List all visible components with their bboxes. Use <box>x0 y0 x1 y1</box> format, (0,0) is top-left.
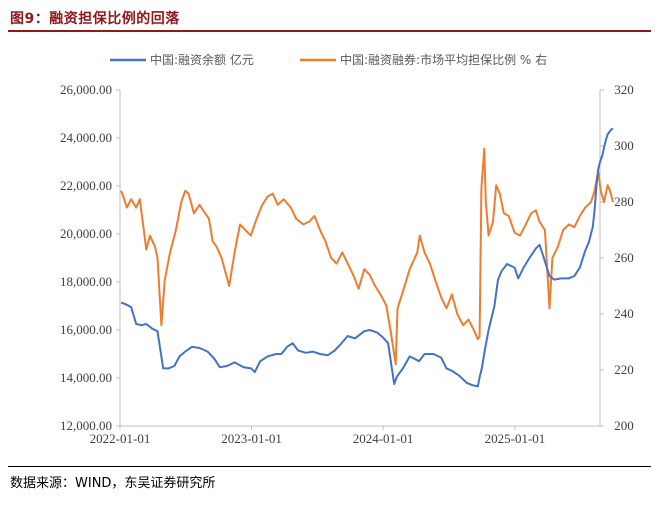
left-y-tick-label: 22,000.00 <box>60 178 112 193</box>
left-y-axis-ticks: 12,000.00 14,000.00 16,000.00 18,000.00 20,0… <box>60 82 120 433</box>
legend-label-right-series: 中国:融资融券:市场平均担保比例 % 右 <box>340 52 547 67</box>
legend-label-left-series: 中国:融资余额 亿元 <box>150 52 254 67</box>
series-layer <box>120 127 614 388</box>
x-tick-label: 2025-01-01 <box>485 431 546 446</box>
figure-title: 图9：融资担保比例的回落 <box>10 11 180 27</box>
source-divider <box>8 466 651 467</box>
left-y-tick-label: 20,000.00 <box>60 226 112 241</box>
series-line-financing-balance <box>120 127 614 388</box>
x-axis-ticks: 2022-01-01 2023-01-01 2024-01-01 2025-01-01 <box>90 426 546 446</box>
left-y-tick-label: 14,000.00 <box>60 370 112 385</box>
x-tick-label: 2023-01-01 <box>221 431 282 446</box>
right-y-tick-label: 300 <box>614 138 634 153</box>
plot-area: 12,000.00 14,000.00 16,000.00 18,000.00 20,0… <box>60 82 634 446</box>
right-y-tick-label: 200 <box>614 418 634 433</box>
x-tick-label: 2024-01-01 <box>353 431 414 446</box>
left-y-tick-label: 16,000.00 <box>60 322 112 337</box>
left-y-tick-label: 18,000.00 <box>60 274 112 289</box>
left-y-tick-label: 12,000.00 <box>60 418 112 433</box>
source-note: 数据来源：WIND，东吴证券研究所 <box>10 476 216 491</box>
x-tick-label: 2022-01-01 <box>90 431 151 446</box>
left-y-tick-label: 26,000.00 <box>60 82 112 97</box>
legend: 中国:融资余额 亿元 中国:融资融券:市场平均担保比例 % 右 <box>110 52 547 67</box>
right-y-tick-label: 320 <box>614 82 634 97</box>
line-chart: 中国:融资余额 亿元 中国:融资融券:市场平均担保比例 % 右 12,000.0… <box>60 52 634 446</box>
title-divider <box>8 30 651 32</box>
right-y-tick-label: 240 <box>614 306 634 321</box>
left-y-tick-label: 24,000.00 <box>60 130 112 145</box>
right-y-tick-label: 220 <box>614 362 634 377</box>
series-line-guarantee-ratio <box>120 147 614 366</box>
right-y-tick-label: 260 <box>614 250 634 265</box>
right-y-axis-ticks: 200 220 240 260 280 300 320 <box>600 82 634 433</box>
right-y-tick-label: 280 <box>614 194 634 209</box>
